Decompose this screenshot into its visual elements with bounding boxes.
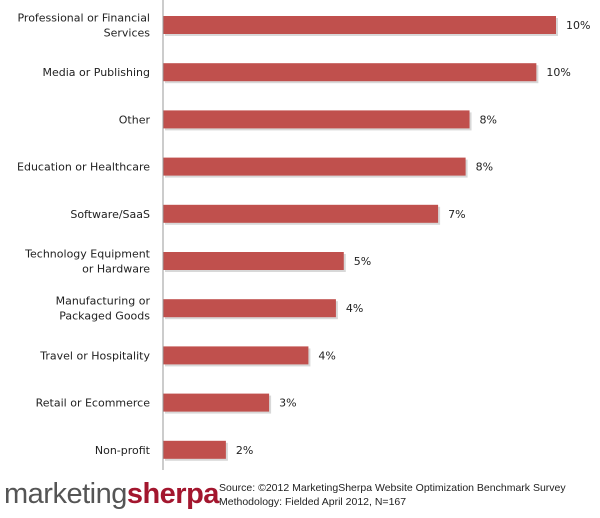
data-label: 10%	[546, 66, 570, 79]
bar	[163, 440, 226, 459]
marketingsherpa-logo: marketingsherpa	[4, 478, 219, 511]
bar	[163, 252, 344, 270]
category-label: Software/SaaS	[70, 208, 150, 221]
bar	[163, 16, 556, 34]
category-label: Media or Publishing	[42, 66, 150, 79]
category-label: Non-profit	[95, 444, 151, 457]
data-label: 4%	[318, 349, 335, 362]
category-label: Manufacturing or	[56, 295, 151, 308]
data-label: 3%	[279, 397, 296, 410]
bar	[163, 299, 336, 318]
data-label: 10%	[566, 19, 590, 32]
bar	[163, 346, 309, 365]
category-label: Professional or Financial	[17, 12, 150, 25]
source-text: Source: ©2012 MarketingSherpa Website Op…	[219, 482, 566, 494]
category-label: or Hardware	[82, 263, 150, 276]
bar	[163, 393, 270, 412]
logo-text-marketing: marketing	[4, 478, 127, 510]
category-label: Retail or Ecommerce	[36, 397, 151, 410]
category-label: Packaged Goods	[59, 310, 150, 323]
data-label: 7%	[448, 208, 465, 221]
bar	[163, 63, 537, 82]
data-label: 8%	[476, 161, 493, 174]
category-label: Services	[104, 27, 151, 40]
category-label: Travel or Hospitality	[39, 349, 150, 362]
methodology-text: Methodology: Fielded April 2012, N=167	[219, 496, 407, 508]
category-label: Technology Equipment	[24, 248, 151, 261]
bar-chart: 10% Professional or Financial Services 10% M…	[17, 0, 590, 470]
data-label: 8%	[480, 113, 497, 126]
bar	[163, 110, 470, 129]
bar	[163, 204, 439, 223]
category-label: Education or Healthcare	[17, 161, 150, 174]
data-label: 2%	[236, 444, 253, 457]
category-label: Other	[119, 113, 151, 126]
data-label: 5%	[354, 255, 371, 268]
bar	[163, 157, 466, 176]
data-label: 4%	[346, 302, 363, 315]
source-note: Source: ©2012 MarketingSherpa Website Op…	[219, 481, 566, 509]
logo-text-sherpa: sherpa	[126, 478, 220, 510]
